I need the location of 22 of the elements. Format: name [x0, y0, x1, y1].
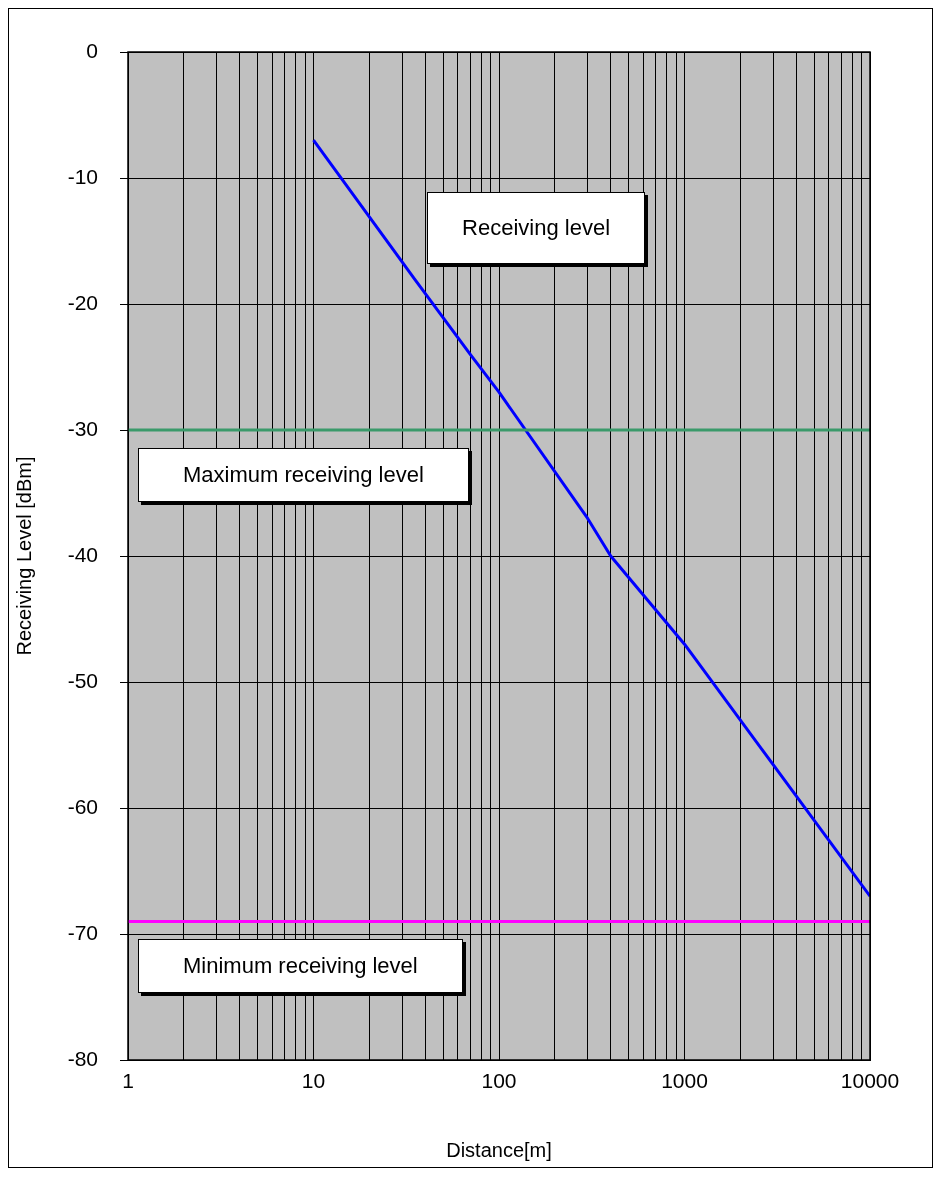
- y-tick-label: -30: [67, 416, 98, 440]
- ref-line-label: Minimum receiving level: [182, 953, 418, 980]
- text-box: Receiving level: [427, 192, 646, 265]
- y-tick-label: -80: [67, 1046, 98, 1070]
- text-box: Minimum receiving level: [138, 939, 463, 994]
- text-box: Maximum receiving level: [138, 448, 469, 502]
- x-tick-label: 1: [122, 1069, 134, 1093]
- y-tick-label: -50: [67, 668, 98, 692]
- x-tick-label: 10: [301, 1069, 326, 1093]
- y-tick-label: -70: [67, 920, 98, 944]
- annotation: Receiving level: [462, 215, 611, 242]
- y-tick-label: -20: [67, 290, 98, 314]
- ref-line-label: Maximum receiving level: [182, 462, 424, 488]
- y-tick-label: -10: [67, 164, 98, 188]
- x-tick-label: 10000: [840, 1069, 900, 1093]
- x-tick-label: 1000: [661, 1069, 708, 1093]
- x-tick-label: 100: [481, 1069, 517, 1093]
- y-axis-title: Receiving Level [dBm]: [12, 456, 35, 656]
- y-tick-label: -40: [67, 542, 98, 566]
- y-tick-label: -60: [67, 794, 98, 818]
- y-tick-label: 0: [86, 38, 98, 62]
- x-axis-title: Distance[m]: [446, 1138, 552, 1161]
